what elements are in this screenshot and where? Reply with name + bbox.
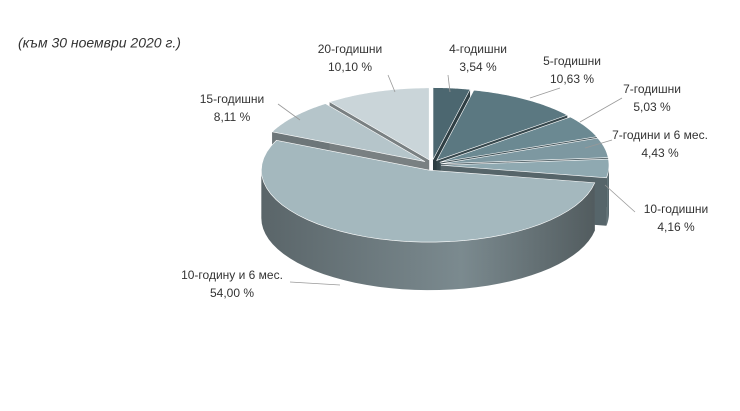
slice-label: 7-години и 6 мес. (612, 128, 708, 142)
slice-label: 15-годишни (200, 92, 265, 106)
leader-line (387, 74, 396, 93)
slice-label: 20-годишни (318, 42, 383, 56)
slice (432, 87, 471, 160)
leader-line (447, 74, 451, 93)
slice (439, 116, 598, 163)
slice-side (261, 170, 595, 291)
slice (440, 158, 610, 179)
slice-value-label: 3,54 % (459, 60, 497, 74)
slice-value-label: 54,00 % (210, 286, 254, 300)
slice-value-label: 4,43 % (641, 146, 679, 160)
slice-label: 7-годишни (623, 82, 681, 96)
slice-value-label: 8,11 % (214, 110, 251, 124)
slice-value-label: 10,63 % (550, 72, 594, 86)
slice (440, 137, 609, 165)
leader-line (604, 184, 636, 213)
leader-line (277, 103, 301, 121)
slice-value-label: 10,10 % (328, 60, 372, 74)
leader-line (584, 139, 613, 149)
leader-line (289, 281, 341, 286)
slice-label: 10-годишни (644, 202, 709, 216)
slice-label: 4-годишни (449, 42, 507, 56)
chart-subtitle: (към 30 ноември 2020 г.) (18, 35, 181, 51)
slice-value-label: 4,16 % (657, 220, 695, 234)
slice-label: 5-годишни (543, 54, 601, 68)
slice-value-label: 5,03 % (633, 100, 671, 114)
slice-side (606, 165, 609, 226)
leader-line (529, 87, 561, 99)
slice (328, 87, 430, 161)
slice (436, 89, 569, 161)
slice (261, 140, 596, 243)
leader-line (579, 97, 623, 123)
slice-label: 10-годину и 6 мес. (181, 268, 283, 282)
